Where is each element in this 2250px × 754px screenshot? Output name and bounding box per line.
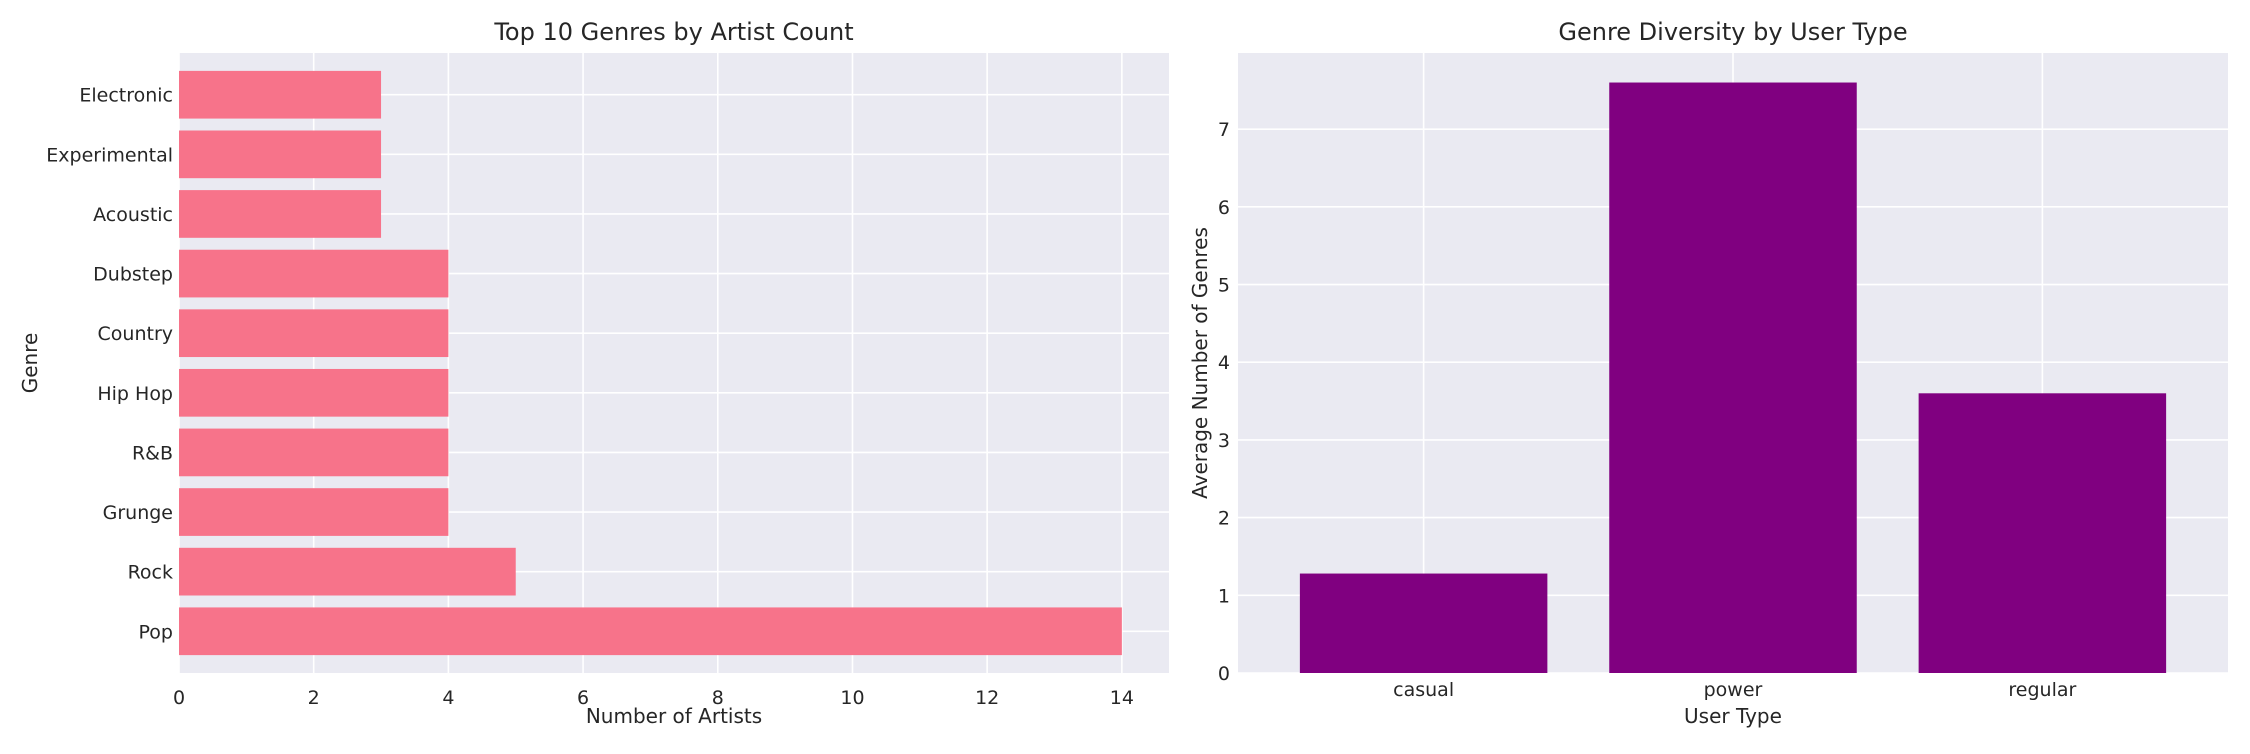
left-x-tick-label: 2 xyxy=(308,687,320,709)
left-y-tick-label: Country xyxy=(98,323,173,345)
bar-country xyxy=(179,309,449,358)
left-x-ticks: 0 2 4 6 8 10 12 14 xyxy=(173,687,1134,709)
bar-pop xyxy=(179,607,1122,656)
right-x-tick-label: casual xyxy=(1393,679,1454,701)
right-chart: Genre Diversity by User Type casual power… xyxy=(1188,18,2228,728)
right-x-ticks: casual power regular xyxy=(1393,679,2076,701)
left-y-tick-label: Hip Hop xyxy=(97,383,173,405)
right-x-tick-label: regular xyxy=(2008,679,2076,701)
right-y-tick-label: 7 xyxy=(1218,119,1230,141)
left-y-tick-label: R&B xyxy=(132,442,173,464)
bar-rock xyxy=(179,547,516,596)
left-y-axis-label: Genre xyxy=(18,333,42,394)
left-y-tick-label: Experimental xyxy=(46,144,173,166)
right-y-tick-label: 1 xyxy=(1218,585,1230,607)
left-x-tick-label: 10 xyxy=(840,687,864,709)
right-y-tick-label: 0 xyxy=(1218,663,1230,685)
left-y-tick-label: Dubstep xyxy=(93,264,173,286)
right-y-tick-label: 3 xyxy=(1218,430,1230,452)
right-y-tick-label: 4 xyxy=(1218,352,1230,374)
left-x-tick-label: 4 xyxy=(442,687,454,709)
bar-power xyxy=(1609,82,1857,674)
bar-regular xyxy=(1918,393,2167,673)
bar-electronic xyxy=(179,70,382,119)
right-y-tick-label: 2 xyxy=(1218,508,1230,530)
bar-dubstep xyxy=(179,249,449,298)
left-y-tick-label: Acoustic xyxy=(93,204,173,226)
right-chart-title: Genre Diversity by User Type xyxy=(1558,18,1907,46)
left-x-tick-label: 8 xyxy=(712,687,724,709)
right-y-tick-label: 6 xyxy=(1218,197,1230,219)
left-x-tick-label: 0 xyxy=(173,687,185,709)
right-y-tick-label: 5 xyxy=(1218,275,1230,297)
right-x-axis-label: User Type xyxy=(1684,704,1782,728)
left-bars xyxy=(179,70,1122,656)
left-y-tick-label: Electronic xyxy=(79,85,173,107)
bar-casual xyxy=(1299,573,1548,673)
left-y-tick-label: Grunge xyxy=(103,502,173,524)
left-y-tick-label: Pop xyxy=(139,621,173,643)
left-chart: Top 10 Genres by Artist Count 0 2 4 6 8 10 12 1… xyxy=(18,18,1169,728)
left-y-ticks: Pop Rock Grunge R&B Hip Hop Country Dubstep Aco… xyxy=(46,85,173,644)
bar-experimental xyxy=(179,130,382,179)
right-x-tick-label: power xyxy=(1704,679,1763,701)
bar-r-b xyxy=(179,428,449,477)
right-bars xyxy=(1299,82,2167,674)
bar-hip-hop xyxy=(179,368,449,417)
left-x-tick-label: 12 xyxy=(975,687,999,709)
bar-grunge xyxy=(179,488,449,536)
left-x-tick-label: 14 xyxy=(1110,687,1134,709)
right-y-axis-label: Average Number of Genres xyxy=(1188,227,1212,499)
left-chart-title: Top 10 Genres by Artist Count xyxy=(493,18,853,46)
right-y-ticks: 0 1 2 3 4 5 6 7 xyxy=(1218,119,1230,685)
left-y-tick-label: Rock xyxy=(128,562,173,584)
bar-acoustic xyxy=(179,190,382,238)
left-x-tick-label: 6 xyxy=(577,687,589,709)
left-x-axis-label: Number of Artists xyxy=(586,704,762,728)
